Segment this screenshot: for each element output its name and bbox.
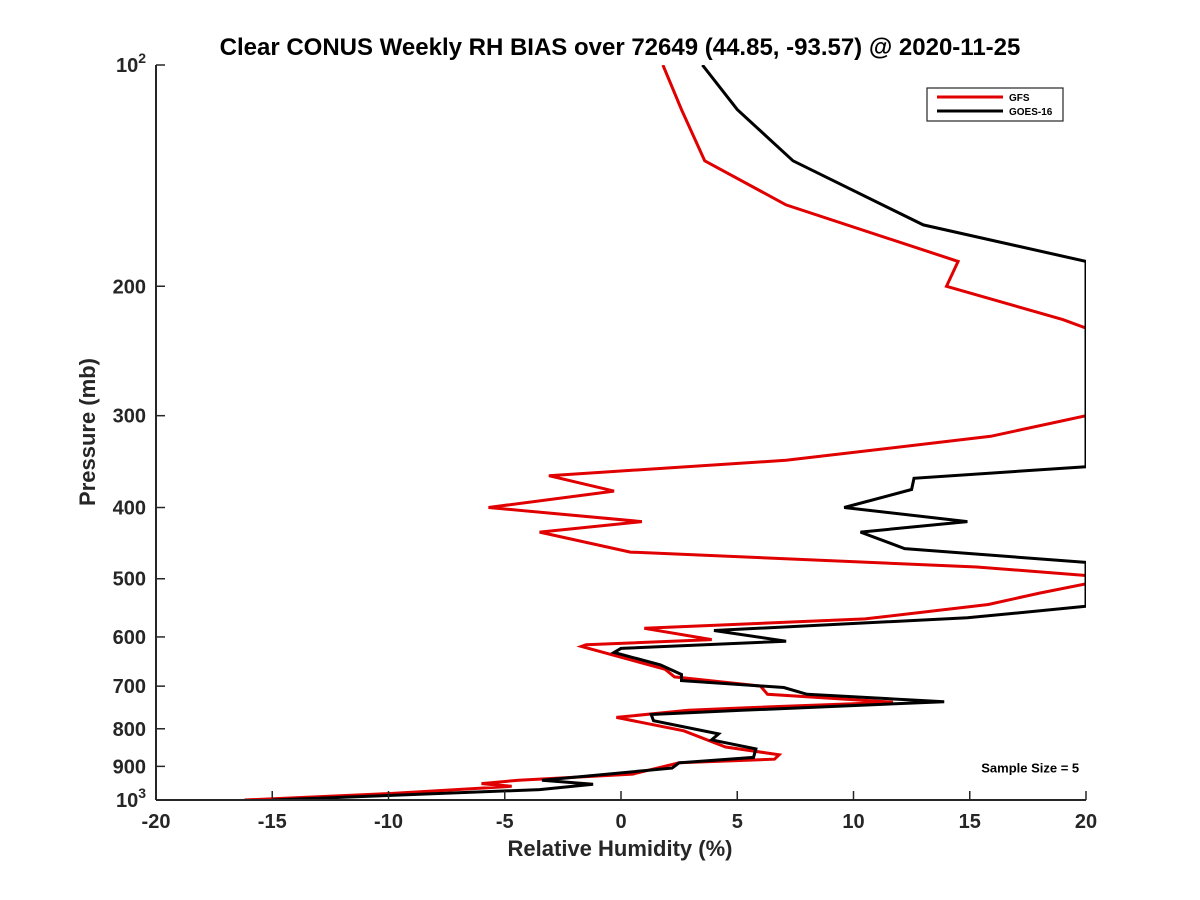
series-layer — [244, 65, 1086, 800]
x-axis-label: Relative Humidity (%) — [508, 836, 733, 861]
y-tick-label: 500 — [113, 569, 146, 591]
x-tick-label: 10 — [842, 811, 864, 833]
x-tick-label: 0 — [615, 811, 626, 833]
legend: GFS GOES-16 — [926, 87, 1064, 122]
legend-entry-label: GFS — [1009, 93, 1030, 104]
y-tick-label: 600 — [113, 627, 146, 649]
y-tick-label: 900 — [113, 756, 146, 778]
y-tick-label: 300 — [113, 406, 146, 428]
series-line-goes-16 — [272, 65, 1086, 800]
plot-area: -20 -15 -10 -5 0 5 10 15 20 102​ 200 300 400 500 600 70… — [113, 50, 1098, 833]
chart-title: Clear CONUS Weekly RH BIAS over 72649 (4… — [220, 34, 1021, 61]
x-tick-label: -5 — [496, 811, 514, 833]
y-tick-label: 800 — [113, 719, 146, 741]
y-tick-label: 200 — [113, 276, 146, 298]
x-tick-label: -15 — [258, 811, 287, 833]
sample-size-note: Sample Size = 5 — [981, 760, 1079, 775]
x-tick-label: 20 — [1075, 811, 1097, 833]
x-tick-label: 5 — [732, 811, 743, 833]
y-tick-label: 700 — [113, 676, 146, 698]
annotation-layer: Sample Size = 5 — [981, 760, 1079, 775]
y-tick-label: 400 — [113, 498, 146, 520]
y-axis-label: Pressure (mb) — [75, 358, 100, 506]
x-tick-label: -10 — [374, 811, 403, 833]
series-line-gfs — [244, 65, 1086, 800]
y-tick-label: 102​ — [116, 50, 146, 77]
x-tick-label: 15 — [959, 811, 981, 833]
x-tick-label: -20 — [142, 811, 171, 833]
axes-layer: -20 -15 -10 -5 0 5 10 15 20 102​ 200 300 400 500 600 70… — [113, 50, 1098, 833]
y-tick-label: 103​ — [116, 785, 146, 812]
legend-entry-label: GOES-16 — [1009, 107, 1053, 118]
legend-box — [926, 87, 1064, 122]
